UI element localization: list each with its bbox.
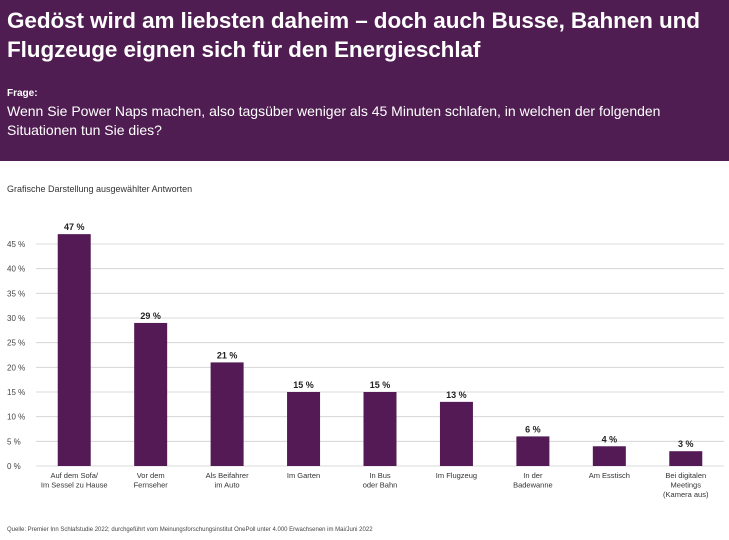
bar — [57, 234, 91, 466]
x-tick-label: In Bus — [369, 471, 391, 480]
y-tick-label: 15 % — [7, 388, 25, 397]
data-label: 13 % — [446, 390, 467, 400]
data-label: 3 % — [678, 439, 694, 449]
x-tick-label: Meetings — [671, 481, 702, 490]
data-label: 29 % — [140, 311, 161, 321]
x-tick-label: Auf dem Sofa/ — [50, 471, 98, 480]
x-tick-label: (Kamera aus) — [663, 490, 709, 499]
x-tick-label: im Auto — [215, 481, 240, 490]
bar — [210, 362, 244, 466]
y-tick-label: 40 % — [7, 265, 25, 274]
x-tick-label: Bei digitalen — [665, 471, 706, 480]
data-label: 21 % — [217, 350, 238, 360]
x-tick-label: Im Garten — [287, 471, 320, 480]
bar — [439, 401, 473, 466]
data-label: 15 % — [370, 380, 391, 390]
x-tick-label: Fernseher — [134, 481, 169, 490]
y-tick-label: 5 % — [7, 437, 21, 446]
bar — [134, 322, 168, 466]
question-label: Frage: — [7, 88, 38, 99]
x-tick-label: oder Bahn — [363, 481, 398, 490]
y-tick-label: 10 % — [7, 413, 25, 422]
question-text: Wenn Sie Power Naps machen, also tagsübe… — [7, 103, 661, 138]
bar — [592, 446, 626, 466]
x-tick-label: Im Flugzeug — [436, 471, 477, 480]
source-note: Quelle: Premier Inn Schlafstudie 2022; d… — [7, 527, 373, 533]
data-label: 4 % — [602, 434, 618, 444]
bar-chart: 0 % 5 % 10 % 15 % 20 % 25 % 30 % 35 % 40 % 45 % 47… — [7, 222, 724, 499]
y-tick-label: 20 % — [7, 363, 25, 372]
data-label: 47 % — [64, 222, 85, 232]
x-tick-label: Als Beifahrer — [206, 471, 249, 480]
page-title: Gedöst wird am liebsten daheim – doch au… — [7, 8, 700, 62]
chart-subtitle: Grafische Darstellung ausgewählter Antwo… — [7, 184, 193, 194]
y-tick-label: 35 % — [7, 289, 25, 298]
x-tick-label: Am Esstisch — [589, 471, 630, 480]
y-tick-label: 0 % — [7, 462, 21, 471]
y-tick-label: 45 % — [7, 240, 25, 249]
y-tick-label: 30 % — [7, 314, 25, 323]
data-label: 6 % — [525, 424, 541, 434]
header-banner: Gedöst wird am liebsten daheim – doch au… — [0, 0, 729, 161]
x-tick-label: Vor dem — [137, 471, 165, 480]
bar — [669, 451, 703, 466]
y-tick-label: 25 % — [7, 339, 25, 348]
bar — [363, 392, 397, 466]
data-label: 15 % — [293, 380, 314, 390]
bar — [516, 436, 550, 466]
x-tick-label: In der — [523, 471, 543, 480]
x-tick-label: Im Sessel zu Hause — [41, 481, 108, 490]
x-tick-label: Badewanne — [513, 481, 553, 490]
bar — [287, 392, 321, 466]
